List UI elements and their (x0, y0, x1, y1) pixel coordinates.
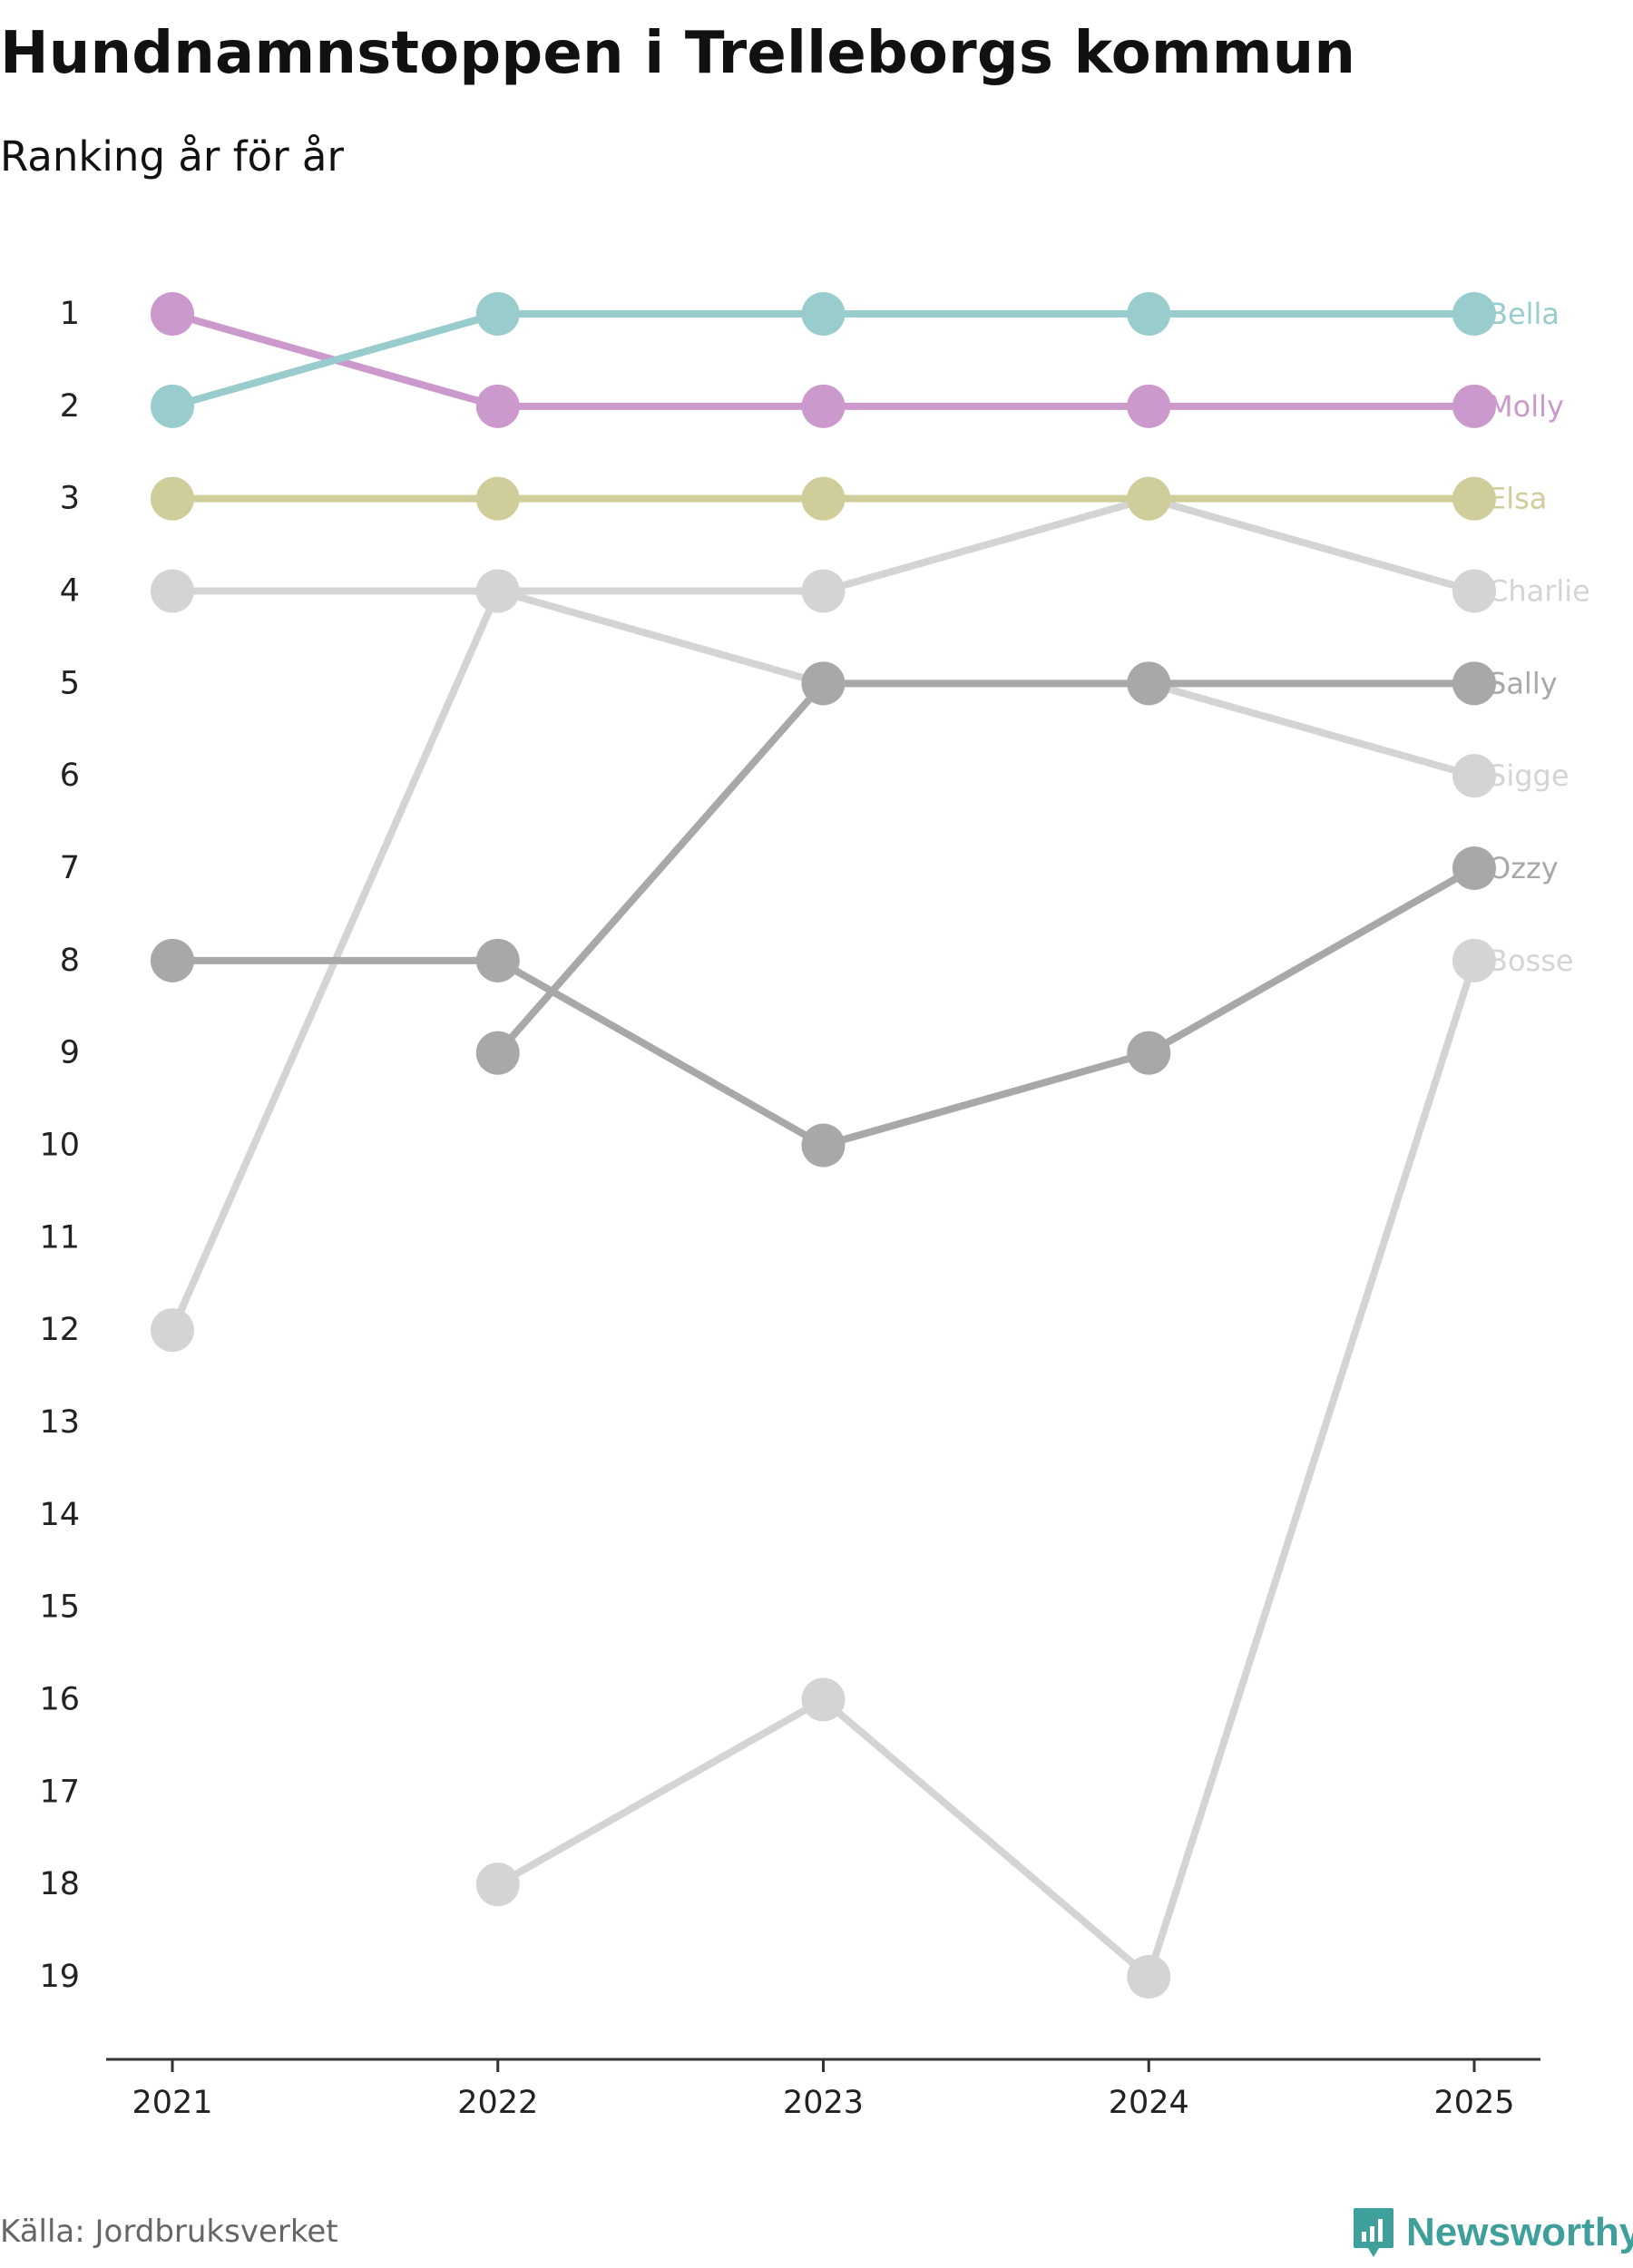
series-point-elsa (801, 476, 846, 521)
y-tick-label: 17 (39, 1774, 80, 1810)
series-label-sigge: Sigge (1488, 758, 1569, 793)
series-point-elsa (1127, 476, 1171, 521)
series-label-charlie: Charlie (1488, 574, 1590, 609)
y-tick-label: 18 (39, 1866, 80, 1902)
y-tick-label: 11 (39, 1219, 80, 1256)
series-point-bella (801, 292, 846, 336)
y-tick-label: 8 (60, 943, 80, 979)
y-tick-label: 2 (60, 388, 80, 425)
y-tick-label: 10 (39, 1128, 80, 1164)
y-tick-label: 12 (39, 1312, 80, 1348)
newsworthy-logo-icon (1354, 2208, 1393, 2257)
y-tick-label: 3 (60, 481, 80, 517)
series-point-bosse (801, 1677, 846, 1722)
x-tick-label: 2023 (783, 2085, 864, 2121)
series-point-bosse (475, 1862, 520, 1907)
series-line-sally (494, 679, 1478, 1057)
y-tick-label: 6 (60, 758, 80, 794)
series-label-molly: Molly (1488, 389, 1564, 424)
series-label-ozzy: Ozzy (1488, 851, 1559, 885)
series-point-elsa (1452, 476, 1496, 521)
series-point-charlie (801, 569, 846, 613)
series-point-bella (1452, 292, 1496, 336)
series-point-elsa (475, 476, 520, 521)
series-point-charlie (1452, 569, 1496, 613)
series-point-sigge (475, 569, 520, 613)
series-point-sally (475, 1031, 520, 1075)
series-point-sally (1127, 661, 1171, 706)
series-label-bella: Bella (1488, 297, 1560, 331)
series-point-ozzy (475, 938, 520, 982)
y-tick-label: 7 (60, 850, 80, 886)
x-tick-label: 2022 (457, 2085, 538, 2121)
x-tick-label: 2021 (132, 2085, 212, 2121)
source-note: Källa: Jordbruksverket (0, 2214, 338, 2250)
y-tick-label: 15 (39, 1589, 80, 1626)
series-point-bella (1127, 292, 1171, 336)
series-point-molly (801, 384, 846, 428)
series-point-bella (151, 384, 194, 428)
series-point-molly (151, 292, 194, 336)
series-label-sally: Sally (1488, 666, 1558, 700)
series-label-bosse: Bosse (1488, 943, 1574, 978)
series-point-bosse (1127, 1955, 1171, 1999)
series-point-sally (801, 661, 846, 706)
series-line-ozzy (169, 865, 1478, 1149)
series-point-sally (1452, 661, 1496, 706)
y-tick-label: 13 (39, 1404, 80, 1441)
series-point-molly (1127, 384, 1171, 428)
x-tick-label: 2025 (1433, 2085, 1514, 2121)
y-tick-label: 19 (39, 1959, 80, 1995)
chart-subtitle: Ranking år för år (0, 132, 344, 181)
series-point-sigge (1452, 754, 1496, 798)
series-point-bella (475, 292, 520, 336)
series-point-ozzy (1127, 1031, 1171, 1075)
series-point-bosse (1452, 938, 1496, 982)
series-line-bosse (494, 956, 1478, 1980)
x-tick-label: 2024 (1109, 2085, 1189, 2121)
series-point-molly (1452, 384, 1496, 428)
series-point-ozzy (1452, 846, 1496, 890)
series-label-elsa: Elsa (1488, 482, 1547, 516)
series-point-ozzy (801, 1123, 846, 1168)
y-tick-label: 16 (39, 1682, 80, 1718)
chart-title: Hundnamnstoppen i Trelleborgs kommun (0, 20, 1356, 87)
series-point-charlie (151, 569, 194, 613)
y-tick-label: 14 (39, 1497, 80, 1533)
series-point-elsa (151, 476, 194, 521)
series-point-molly (475, 384, 520, 428)
y-tick-label: 1 (60, 296, 80, 332)
brand-name: Newsworthy (1406, 2210, 1633, 2254)
series-point-sigge (151, 1308, 194, 1353)
series-point-ozzy (151, 938, 194, 982)
y-tick-label: 9 (60, 1035, 80, 1071)
brand-logo: Newsworthy (1352, 2206, 1633, 2259)
y-tick-label: 5 (60, 665, 80, 701)
y-tick-label: 4 (60, 573, 80, 610)
